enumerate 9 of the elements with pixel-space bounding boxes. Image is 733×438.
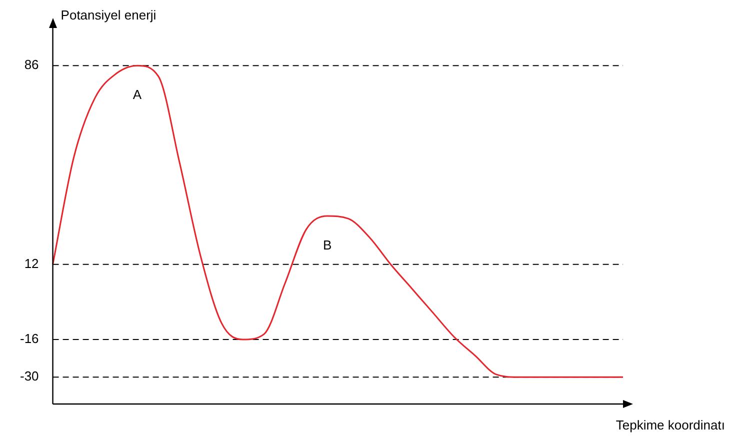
- x-axis-title: Tepkime koordinatı: [616, 418, 725, 433]
- annotation: B: [323, 238, 332, 253]
- y-tick-label: 86: [24, 57, 39, 72]
- y-tick-label: -30: [20, 368, 39, 384]
- annotation: A: [132, 87, 142, 102]
- y-tick-label: 12: [24, 256, 39, 271]
- y-axis-title: Potansiyel enerji: [60, 8, 156, 23]
- line-series: [52, 64, 624, 378]
- y-tick-label: -16: [20, 331, 39, 346]
